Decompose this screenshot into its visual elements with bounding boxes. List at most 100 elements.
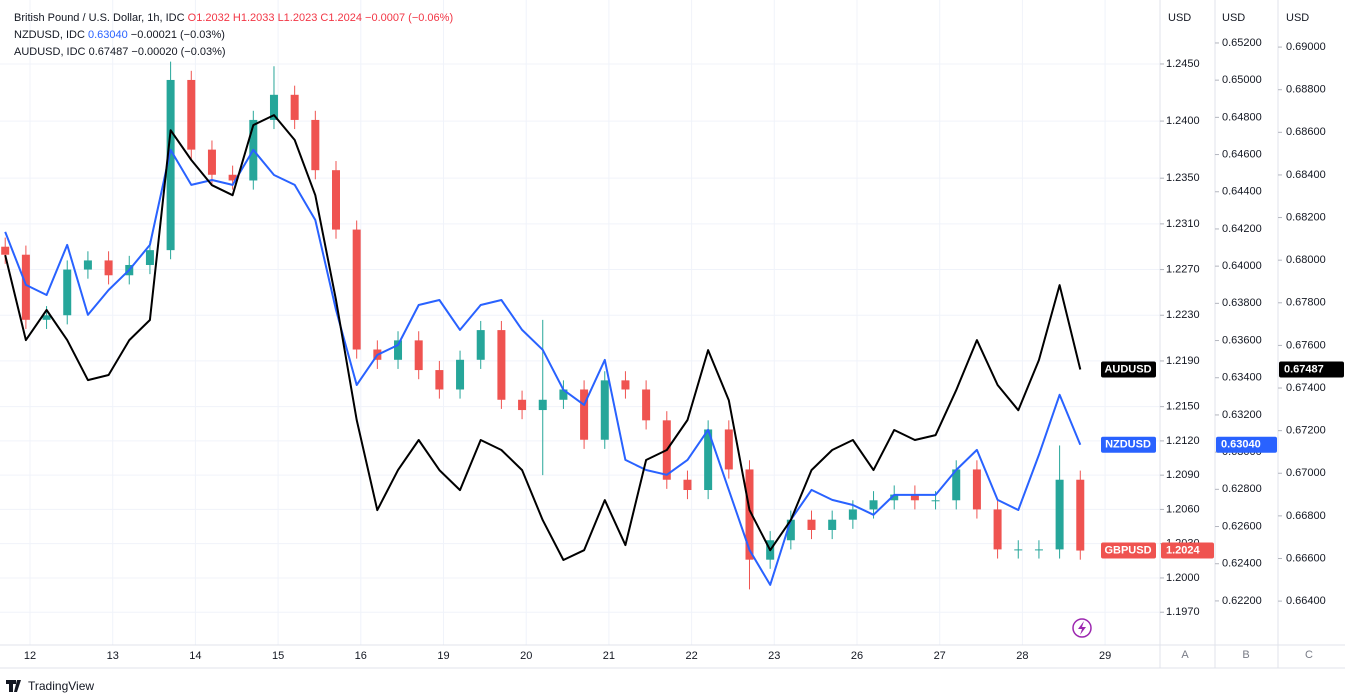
y-tick-label: 0.68000 bbox=[1286, 254, 1326, 266]
candle-body bbox=[828, 519, 837, 530]
legend-value: 0.63040 bbox=[88, 29, 128, 41]
y-tick-label: 0.64400 bbox=[1222, 186, 1262, 198]
x-tick-label: 15 bbox=[272, 650, 284, 662]
y-tick-label: 0.66600 bbox=[1286, 552, 1326, 564]
y-tick-label: 0.63400 bbox=[1222, 372, 1262, 384]
line-series bbox=[4, 148, 1082, 586]
candle-body bbox=[497, 330, 506, 400]
y-tick-label: 1.2120 bbox=[1166, 435, 1200, 447]
candle-body bbox=[1055, 479, 1064, 550]
y-tick-label: 0.68400 bbox=[1286, 169, 1326, 181]
y-tick-label: 0.63200 bbox=[1222, 409, 1262, 421]
x-tick-label: 19 bbox=[437, 650, 449, 662]
x-tick-label: 21 bbox=[603, 650, 615, 662]
candle-body bbox=[848, 509, 857, 520]
y-tick-label: 0.66400 bbox=[1286, 595, 1326, 607]
y-tick-label: 0.63600 bbox=[1222, 334, 1262, 346]
y-tick-label: 0.64200 bbox=[1222, 223, 1262, 235]
candle-body bbox=[476, 330, 485, 360]
candle-body bbox=[621, 380, 630, 390]
candle-body bbox=[993, 509, 1002, 550]
candle-body bbox=[228, 174, 237, 181]
grid bbox=[0, 0, 1160, 645]
flash-icon[interactable] bbox=[1072, 618, 1092, 638]
y-tick-label: 0.67800 bbox=[1286, 297, 1326, 309]
candle-body bbox=[683, 479, 692, 491]
series-tag-box bbox=[1101, 542, 1156, 559]
y-tick-label: 1.2150 bbox=[1166, 401, 1200, 413]
legend-title: British Pound / U.S. Dollar, 1h, IDC bbox=[14, 12, 185, 24]
price-tag-box bbox=[1279, 361, 1344, 378]
y-tick-label: 0.62400 bbox=[1222, 558, 1262, 570]
candle-body bbox=[1014, 549, 1023, 551]
x-tick-label: 26 bbox=[851, 650, 863, 662]
y-tick-label: 1.2230 bbox=[1166, 309, 1200, 321]
brand[interactable]: TradingView bbox=[6, 679, 94, 693]
series-tag-name: AUDUSD bbox=[1104, 363, 1151, 375]
y-tick-label: 0.62200 bbox=[1222, 595, 1262, 607]
candle-body bbox=[600, 380, 609, 440]
x-tick-label: 20 bbox=[520, 650, 532, 662]
price-tag-label: 0.63040 bbox=[1221, 439, 1261, 451]
candle-body bbox=[869, 500, 878, 510]
candle-body bbox=[42, 315, 51, 320]
candle-body bbox=[166, 79, 175, 251]
y-tick-label: 0.64800 bbox=[1222, 111, 1262, 123]
candle-body bbox=[724, 429, 733, 470]
y-tick-label: 0.62600 bbox=[1222, 520, 1262, 532]
candle-body bbox=[972, 469, 981, 510]
candle-body bbox=[910, 494, 919, 501]
x-tick-label: 22 bbox=[685, 650, 697, 662]
candle-body bbox=[952, 469, 961, 501]
candle-body bbox=[1076, 479, 1085, 551]
series-tag-name: GBPUSD bbox=[1104, 544, 1151, 556]
legend-low: L1.2023 bbox=[278, 12, 318, 24]
x-tick-label: 16 bbox=[355, 650, 367, 662]
y-tick-label: 1.2310 bbox=[1166, 218, 1200, 230]
y-tick-label: 1.2060 bbox=[1166, 503, 1200, 515]
legend-line: NZDUSD, IDC 0.63040 −0.00021 (−0.03%) bbox=[14, 29, 225, 41]
candle-body bbox=[21, 254, 30, 320]
candle-body bbox=[538, 399, 547, 411]
candle-body bbox=[580, 389, 589, 440]
candle-body bbox=[104, 260, 113, 276]
candle-body bbox=[207, 149, 216, 175]
legend-change: −0.00020 (−0.03%) bbox=[131, 46, 225, 58]
axis-letter[interactable]: C bbox=[1305, 649, 1313, 661]
legend-line: AUDUSD, IDC 0.67487 −0.00020 (−0.03%) bbox=[14, 46, 226, 58]
axis-letter[interactable]: A bbox=[1181, 649, 1189, 661]
candle-body bbox=[559, 389, 568, 400]
legend-change: −0.0007 (−0.06%) bbox=[365, 12, 453, 24]
y-tick-label: 0.67400 bbox=[1286, 382, 1326, 394]
y-tick-label: 0.65200 bbox=[1222, 37, 1262, 49]
x-tick-label: 28 bbox=[1016, 650, 1028, 662]
candle-body bbox=[931, 500, 940, 502]
y-tick-label: 1.2350 bbox=[1166, 172, 1200, 184]
candle-body bbox=[83, 260, 92, 270]
x-tick-label: 29 bbox=[1099, 650, 1111, 662]
y-tick-label: 0.62800 bbox=[1222, 483, 1262, 495]
y-tick-label: 1.2450 bbox=[1166, 58, 1200, 70]
candle-body bbox=[352, 229, 361, 350]
x-tick-label: 23 bbox=[768, 650, 780, 662]
legend-title: AUDUSD, IDC bbox=[14, 46, 86, 58]
axis-letter[interactable]: B bbox=[1242, 649, 1249, 661]
candle-body bbox=[1034, 549, 1043, 551]
legend-change: −0.00021 (−0.03%) bbox=[131, 29, 225, 41]
candle-body bbox=[394, 340, 403, 360]
legend-close: C1.2024 bbox=[320, 12, 362, 24]
plot bbox=[1, 61, 1085, 590]
y-tick-label: 0.68200 bbox=[1286, 211, 1326, 223]
legend-value: 0.67487 bbox=[89, 46, 129, 58]
x-tick-label: 14 bbox=[189, 650, 201, 662]
candle-body bbox=[890, 494, 899, 501]
line-series bbox=[4, 114, 1082, 561]
legend-high: H1.2033 bbox=[233, 12, 275, 24]
y-tick-label: 1.2270 bbox=[1166, 263, 1200, 275]
legend-line: British Pound / U.S. Dollar, 1h, IDC O1.… bbox=[14, 12, 453, 24]
price-tag-box bbox=[1161, 542, 1214, 559]
axis-unit: USD bbox=[1286, 12, 1309, 24]
candle-body bbox=[187, 79, 196, 150]
